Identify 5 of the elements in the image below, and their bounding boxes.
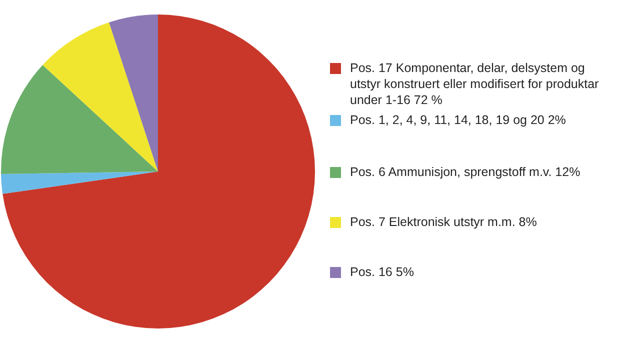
legend-label: Pos. 1, 2, 4, 9, 11, 14, 18, 19 og 20 2%: [350, 112, 566, 128]
legend-label: Pos. 16 5%: [350, 264, 414, 280]
legend-label: Pos. 7 Elektronisk utstyr m.m. 8%: [350, 214, 537, 230]
legend-label: Pos. 6 Ammunisjon, sprengstoff m.v. 12%: [350, 164, 580, 180]
legend-label: Pos. 17 Komponentar, delar, delsystem og utstyr konstruert eller modifisert for produktar under 1-16 72 %: [350, 60, 600, 108]
